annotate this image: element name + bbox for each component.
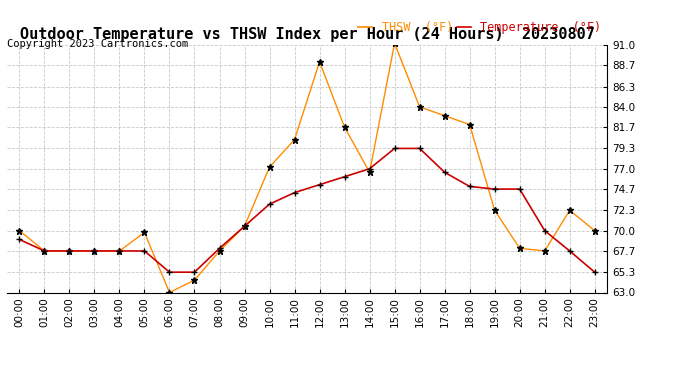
THSW  (°F) <box>266 165 274 169</box>
THSW  (°F) <box>366 170 374 174</box>
Temperature  (°F) <box>290 190 299 195</box>
Temperature  (°F) <box>366 166 374 171</box>
Temperature  (°F) <box>566 249 574 253</box>
THSW  (°F) <box>491 208 499 213</box>
Temperature  (°F) <box>266 202 274 206</box>
THSW  (°F) <box>340 125 348 129</box>
Temperature  (°F) <box>340 174 348 179</box>
THSW  (°F) <box>415 105 424 109</box>
THSW  (°F) <box>391 41 399 45</box>
THSW  (°F) <box>440 114 449 118</box>
Title: Outdoor Temperature vs THSW Index per Hour (24 Hours)  20230807: Outdoor Temperature vs THSW Index per Ho… <box>19 27 595 42</box>
Temperature  (°F) <box>391 146 399 151</box>
THSW  (°F) <box>515 246 524 250</box>
Temperature  (°F) <box>66 249 74 253</box>
Line: Temperature  (°F): Temperature (°F) <box>17 145 598 275</box>
THSW  (°F) <box>190 278 199 282</box>
Temperature  (°F) <box>215 246 224 250</box>
Temperature  (°F) <box>190 270 199 274</box>
Temperature  (°F) <box>540 228 549 233</box>
THSW  (°F) <box>240 224 248 228</box>
THSW  (°F) <box>66 249 74 253</box>
Line: THSW  (°F): THSW (°F) <box>17 40 598 296</box>
THSW  (°F) <box>290 137 299 142</box>
Temperature  (°F) <box>415 146 424 151</box>
Temperature  (°F) <box>240 224 248 228</box>
THSW  (°F) <box>215 249 224 253</box>
Temperature  (°F) <box>166 270 174 274</box>
THSW  (°F) <box>115 249 124 253</box>
THSW  (°F) <box>540 249 549 253</box>
Temperature  (°F) <box>591 270 599 274</box>
THSW  (°F) <box>566 208 574 213</box>
THSW  (°F) <box>166 290 174 295</box>
Temperature  (°F) <box>440 170 449 174</box>
Temperature  (°F) <box>140 249 148 253</box>
Temperature  (°F) <box>40 249 48 253</box>
THSW  (°F) <box>40 249 48 253</box>
Temperature  (°F) <box>466 184 474 189</box>
Temperature  (°F) <box>491 187 499 191</box>
THSW  (°F) <box>315 60 324 64</box>
Temperature  (°F) <box>15 237 23 242</box>
Temperature  (°F) <box>315 182 324 187</box>
THSW  (°F) <box>466 122 474 127</box>
Text: Copyright 2023 Cartronics.com: Copyright 2023 Cartronics.com <box>7 39 188 50</box>
Legend: THSW  (°F), Temperature  (°F): THSW (°F), Temperature (°F) <box>358 21 601 34</box>
Temperature  (°F) <box>90 249 99 253</box>
Temperature  (°F) <box>515 187 524 191</box>
THSW  (°F) <box>140 230 148 235</box>
THSW  (°F) <box>591 228 599 233</box>
THSW  (°F) <box>90 249 99 253</box>
Temperature  (°F) <box>115 249 124 253</box>
THSW  (°F) <box>15 228 23 233</box>
